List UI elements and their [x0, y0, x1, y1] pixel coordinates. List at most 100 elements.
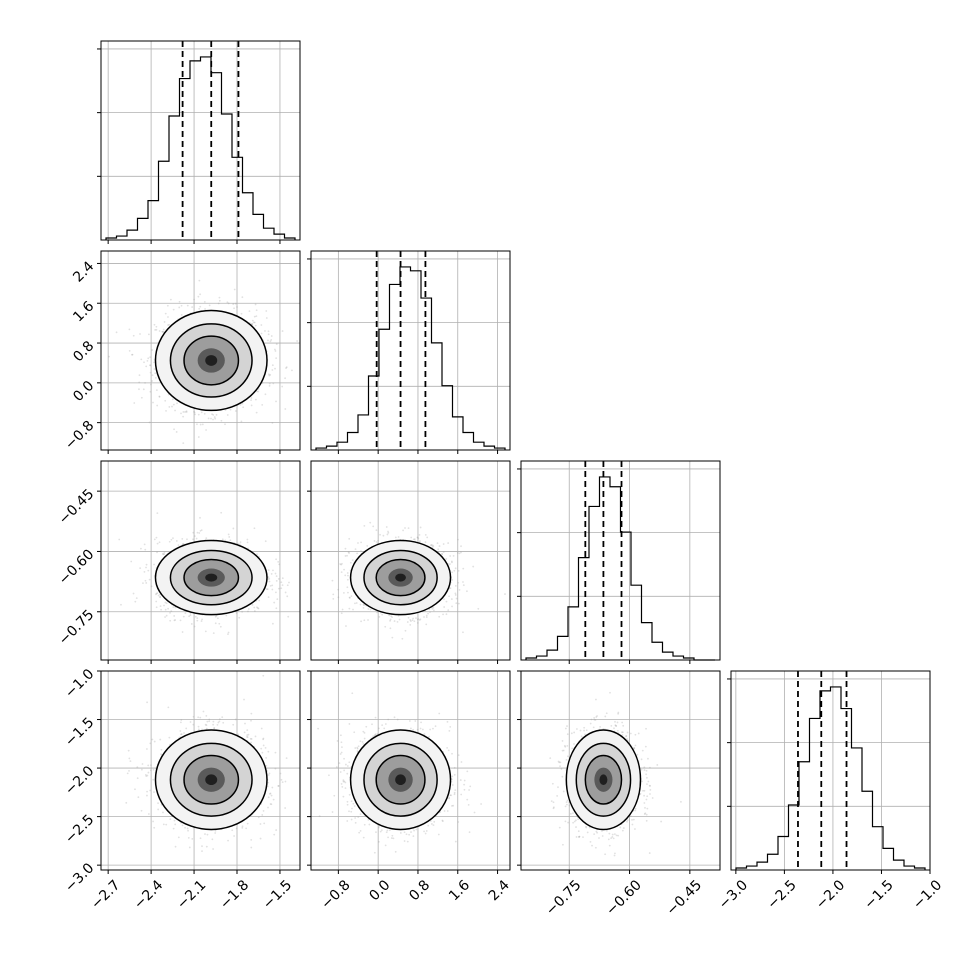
sample-point [212, 724, 214, 726]
sample-point [139, 374, 141, 376]
sample-point [156, 326, 158, 328]
sample-point [267, 588, 269, 590]
sample-point [363, 607, 365, 609]
histogram-2 [526, 477, 715, 660]
sample-point [173, 428, 175, 430]
sample-point [252, 320, 254, 322]
sample-point [423, 616, 425, 618]
sample-point [164, 602, 166, 604]
sample-point [271, 584, 273, 586]
sample-point [120, 604, 122, 606]
sample-point [193, 411, 195, 413]
sample-point [462, 581, 464, 583]
sample-point [235, 303, 237, 305]
sample-point [164, 400, 166, 402]
sample-point [271, 335, 273, 337]
sample-point [248, 608, 250, 610]
sample-point [241, 420, 243, 422]
sample-point [198, 532, 200, 534]
sample-point [152, 374, 154, 376]
sample-point [344, 574, 346, 576]
sample-point [426, 537, 428, 539]
sample-point [391, 616, 393, 618]
sample-point [383, 535, 385, 537]
sample-point [350, 562, 352, 564]
sample-point [144, 544, 146, 546]
sample-point [372, 525, 374, 527]
sample-point [348, 608, 350, 610]
scatter-panel-2-0 [97, 461, 302, 664]
sample-point [268, 596, 270, 598]
sample-point [145, 567, 147, 569]
sample-point [150, 764, 152, 766]
sample-point [278, 578, 280, 580]
sample-point [133, 593, 135, 595]
sample-point [332, 580, 334, 582]
sample-point [144, 382, 146, 384]
sample-point [178, 544, 180, 546]
sample-point [205, 429, 207, 431]
sample-point [275, 350, 277, 352]
sample-point [151, 349, 153, 351]
sample-point [381, 614, 383, 616]
sample-point [255, 315, 257, 317]
sample-point [384, 626, 386, 628]
sample-point [354, 602, 356, 604]
density-fill [395, 574, 406, 582]
sample-point [176, 431, 178, 433]
sample-point [246, 729, 248, 731]
sample-point [169, 541, 171, 543]
sample-point [455, 602, 457, 604]
sample-point [271, 573, 273, 575]
sample-point [148, 333, 150, 335]
sample-point [153, 361, 155, 363]
sample-point [417, 619, 419, 621]
sample-point [267, 340, 269, 342]
sample-point [269, 581, 271, 583]
sample-point [275, 401, 277, 403]
sample-point [151, 585, 153, 587]
sample-point [357, 542, 359, 544]
sample-point [186, 410, 188, 412]
sample-point [271, 589, 273, 591]
sample-point [389, 627, 391, 629]
sample-point [156, 405, 158, 407]
sample-point [243, 699, 245, 701]
sample-point [184, 612, 186, 614]
sample-point [241, 296, 243, 298]
sample-point [171, 539, 173, 541]
sample-point [154, 372, 156, 374]
sample-point [250, 399, 252, 401]
sample-point [136, 597, 138, 599]
sample-point [208, 418, 210, 420]
sample-point [391, 637, 393, 639]
sample-point [184, 827, 186, 829]
sample-point [140, 359, 142, 361]
sample-point [149, 356, 151, 358]
sample-point [203, 711, 205, 713]
sample-point [419, 534, 421, 536]
sample-point [261, 333, 263, 335]
sample-point [251, 405, 253, 407]
sample-point [228, 536, 230, 538]
sample-point [145, 365, 147, 367]
sample-point [472, 566, 474, 568]
sample-point [363, 525, 365, 527]
scatter-panel-3-0 [97, 671, 310, 874]
sample-point [202, 424, 204, 426]
sample-point [360, 604, 362, 606]
sample-point [504, 593, 506, 595]
sample-point [173, 404, 175, 406]
sample-point [457, 552, 459, 554]
sample-point [159, 541, 161, 543]
sample-point [156, 592, 158, 594]
sample-point [276, 598, 278, 600]
sample-point [129, 328, 131, 330]
sample-point [216, 414, 218, 416]
sample-point [345, 625, 347, 627]
sample-point [162, 331, 164, 333]
sample-point [167, 305, 169, 307]
sample-point [214, 418, 216, 420]
sample-point [195, 458, 197, 460]
sample-point [149, 422, 151, 424]
